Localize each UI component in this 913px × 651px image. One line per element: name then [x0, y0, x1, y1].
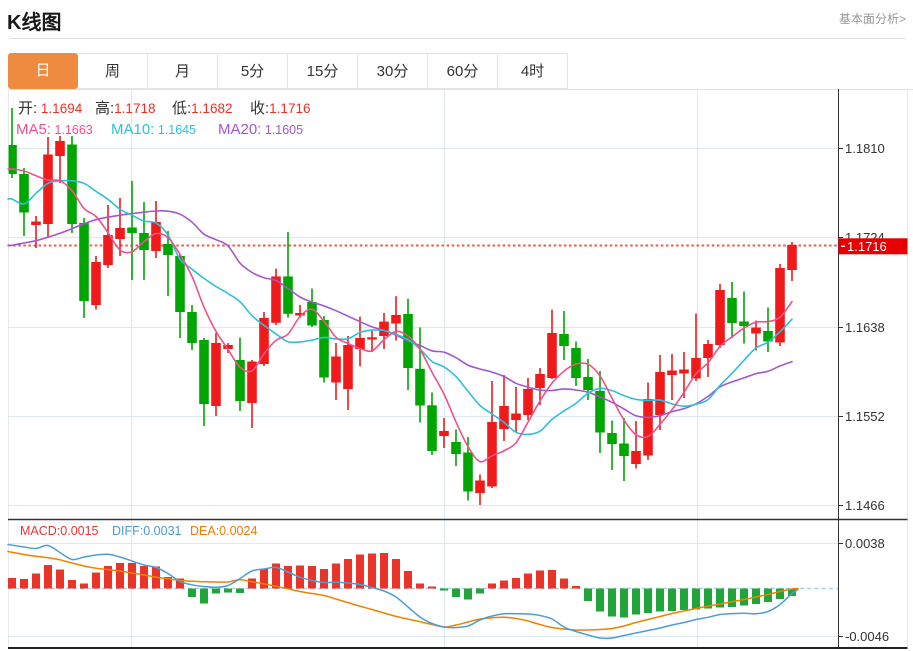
- svg-text:0.0038: 0.0038: [845, 536, 885, 551]
- svg-text:-0.0046: -0.0046: [845, 629, 889, 644]
- svg-text:1.1552: 1.1552: [845, 409, 885, 424]
- svg-text:1.1716: 1.1716: [847, 239, 887, 254]
- svg-text:1.1810: 1.1810: [845, 141, 885, 156]
- svg-text:1.1466: 1.1466: [845, 498, 885, 513]
- svg-text:1.1638: 1.1638: [845, 320, 885, 335]
